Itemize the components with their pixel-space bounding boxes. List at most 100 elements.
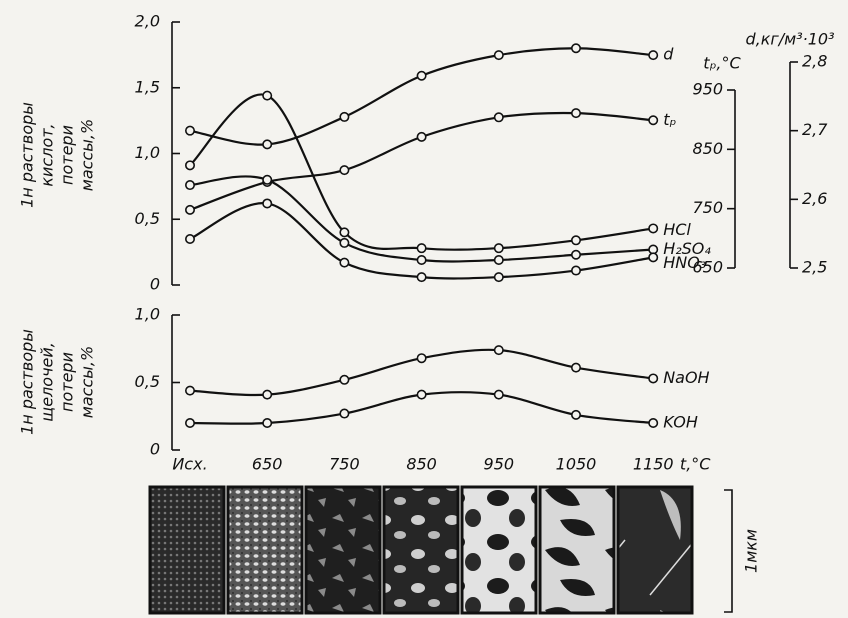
data-point [417,390,425,398]
scale-label: 1мкм [742,529,761,573]
figure: 1мкм 00,51,01,52,01н растворыкислот,поте… [0,0,848,618]
y3-tick-label: 2,6 [802,189,827,208]
data-point [186,181,194,189]
data-point [186,206,194,214]
data-point [495,51,503,59]
data-point [572,236,580,244]
x-axis-label: t,°C [680,455,711,474]
data-point [495,256,503,264]
y-axis-label: щелочей, [38,342,57,422]
x-tick-label: 750 [329,455,360,474]
data-point [186,419,194,427]
data-point [417,256,425,264]
data-point [417,273,425,281]
scale-bar [724,490,732,612]
data-point [649,419,657,427]
y-tick-label: 0 [150,275,160,294]
data-point [495,273,503,281]
y-tick-label: 2,0 [135,12,160,31]
series-label: tₚ [663,110,676,129]
series-line [190,203,653,278]
data-point [340,258,348,266]
data-point [263,419,271,427]
y-axis-label: 1н растворы [18,329,37,435]
data-point [572,44,580,52]
data-point [263,390,271,398]
y3-tick-label: 2,8 [802,52,827,71]
micrograph [540,487,614,613]
data-point [340,166,348,174]
data-point [263,176,271,184]
data-point [186,235,194,243]
micrograph [462,487,536,613]
x-tick-label: 650 [252,455,283,474]
data-point [649,51,657,59]
x-tick-label: 950 [484,455,515,474]
series-line [190,94,653,249]
series-line [190,113,653,210]
micrograph [306,487,380,613]
data-point [417,354,425,362]
y-tick-label: 1,0 [135,305,160,324]
series-label: HNO₃ [663,253,706,272]
series-line [190,48,653,144]
data-point [263,140,271,148]
y-tick-label: 1,5 [135,77,160,96]
micrograph [384,487,458,613]
data-point [263,199,271,207]
data-point [186,126,194,134]
data-point [495,113,503,121]
x-tick-label: Исх. [172,455,207,474]
micrograph [228,487,302,613]
data-point [263,91,271,99]
x-tick-label: 850 [406,455,437,474]
data-point [649,253,657,261]
y3-tick-label: 2,7 [802,120,828,139]
data-point [340,409,348,417]
data-point [417,244,425,252]
y2-tick-label: 750 [692,198,723,217]
y3-axis-label: d,кг/м³·10³ [745,30,834,49]
y2-axis-label: tₚ,°C [703,54,741,73]
data-point [340,239,348,247]
y-axis-label: потери [58,352,77,412]
data-point [572,251,580,259]
data-point [572,109,580,117]
y-axis-label: массы,% [78,119,97,191]
data-point [495,390,503,398]
data-point [649,374,657,382]
series-label: KOH [663,413,698,432]
data-point [186,161,194,169]
y-tick-label: 0,5 [135,209,160,228]
data-point [572,411,580,419]
data-point [340,113,348,121]
micrograph [618,487,692,613]
data-point [572,363,580,371]
data-point [495,244,503,252]
x-tick-label: 1050 [556,455,597,474]
y-tick-label: 0 [150,440,160,459]
y-axis-label: потери [58,125,77,185]
data-point [495,346,503,354]
data-point [417,133,425,141]
data-point [417,72,425,80]
data-point [340,376,348,384]
y3-tick-label: 2,5 [802,258,827,277]
micrograph [150,487,224,613]
micrographs [150,487,692,613]
y-tick-label: 1,0 [135,143,160,162]
data-point [186,386,194,394]
data-point [649,116,657,124]
y2-tick-label: 850 [692,139,723,158]
y-axis-label: массы,% [78,346,97,418]
series-label: NaOH [663,368,709,387]
y-axis-label: кислот, [38,123,57,186]
y-tick-label: 0,5 [135,372,160,391]
data-point [649,224,657,232]
series-label: d [663,45,674,64]
data-point [340,228,348,236]
y2-tick-label: 950 [692,80,723,99]
series-label: HCl [663,220,691,239]
x-tick-label: 1150 [633,455,674,474]
y-axis-label: 1н растворы [18,102,37,208]
